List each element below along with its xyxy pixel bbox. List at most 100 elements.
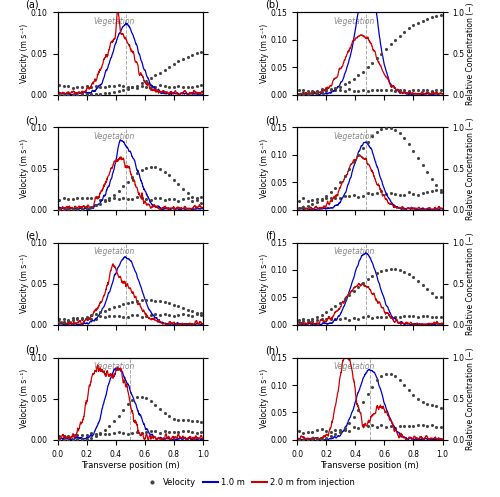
Point	[68, 90, 76, 98]
Y-axis label: Relative Concentration (−): Relative Concentration (−)	[466, 117, 474, 220]
Point	[345, 78, 353, 86]
Point	[133, 169, 141, 177]
Point	[386, 85, 394, 93]
Point	[428, 313, 436, 321]
Point	[359, 192, 367, 200]
Text: (e): (e)	[26, 230, 39, 240]
Point	[114, 195, 122, 203]
Point	[114, 302, 122, 310]
Point	[68, 84, 76, 92]
Point	[74, 205, 82, 213]
Point	[300, 86, 308, 94]
Point	[106, 194, 114, 202]
Point	[55, 206, 63, 214]
Point	[68, 205, 76, 213]
Point	[198, 428, 205, 436]
Point	[110, 194, 118, 202]
Point	[152, 297, 160, 305]
Point	[400, 134, 408, 142]
Text: Vegetation: Vegetation	[334, 16, 375, 25]
Point	[313, 316, 321, 324]
Point	[64, 195, 72, 203]
Point	[318, 85, 326, 93]
Point	[405, 312, 413, 320]
Point	[64, 432, 72, 440]
Point	[300, 317, 308, 325]
Point	[165, 63, 173, 71]
Point	[354, 406, 362, 414]
Point	[396, 86, 404, 94]
Text: (f): (f)	[266, 230, 276, 240]
Text: (c): (c)	[26, 115, 38, 125]
Point	[142, 77, 150, 85]
Point	[96, 90, 104, 98]
Point	[327, 306, 335, 314]
Point	[82, 194, 90, 202]
Point	[87, 315, 95, 323]
Point	[308, 196, 316, 204]
Point	[414, 395, 422, 403]
Point	[160, 167, 168, 175]
Point	[170, 195, 178, 203]
Point	[87, 433, 95, 441]
Point	[152, 164, 160, 171]
Point	[174, 302, 182, 310]
Point	[368, 383, 376, 391]
Point	[128, 173, 136, 181]
Point	[101, 429, 109, 437]
Y-axis label: Relative Concentration (−): Relative Concentration (−)	[466, 2, 474, 105]
Text: Vegetation: Vegetation	[334, 247, 375, 255]
Point	[350, 413, 358, 420]
Point	[96, 83, 104, 91]
Point	[405, 24, 413, 32]
Point	[405, 87, 413, 95]
Point	[386, 124, 394, 132]
Point	[82, 90, 90, 98]
Point	[300, 194, 308, 202]
Point	[327, 194, 335, 202]
Point	[354, 193, 362, 201]
Point	[345, 427, 353, 435]
Point	[405, 188, 413, 196]
Point	[101, 89, 109, 97]
Point	[308, 427, 316, 435]
Point	[418, 86, 426, 94]
Point	[96, 200, 104, 208]
Point	[184, 189, 192, 197]
Point	[410, 21, 418, 29]
Point	[350, 75, 358, 83]
Point	[304, 316, 312, 324]
Point	[114, 428, 122, 436]
Point	[437, 86, 445, 94]
Point	[350, 87, 358, 95]
Point	[174, 416, 182, 424]
Point	[414, 154, 422, 162]
Point	[188, 83, 196, 90]
Point	[400, 422, 408, 430]
Point	[378, 313, 386, 321]
Point	[133, 394, 141, 402]
Point	[128, 298, 136, 306]
Point	[55, 319, 63, 327]
Point	[382, 370, 390, 378]
Point	[336, 86, 344, 94]
Point	[332, 302, 340, 310]
Text: (a): (a)	[26, 0, 39, 10]
Point	[192, 417, 200, 425]
Point	[396, 191, 404, 199]
Text: Vegetation: Vegetation	[334, 362, 375, 371]
Point	[165, 413, 173, 420]
Point	[410, 422, 418, 430]
Point	[124, 83, 132, 91]
Point	[64, 90, 72, 98]
Point	[124, 178, 132, 186]
Point	[386, 189, 394, 197]
Point	[418, 161, 426, 169]
Point	[106, 430, 114, 438]
Point	[96, 430, 104, 438]
Point	[101, 314, 109, 322]
Text: (g): (g)	[26, 345, 40, 355]
Point	[55, 436, 63, 444]
Point	[138, 194, 145, 202]
Point	[188, 193, 196, 201]
